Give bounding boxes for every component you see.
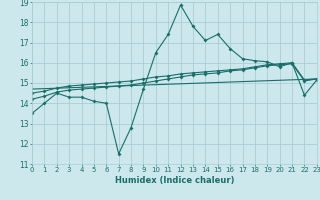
X-axis label: Humidex (Indice chaleur): Humidex (Indice chaleur) <box>115 176 234 185</box>
